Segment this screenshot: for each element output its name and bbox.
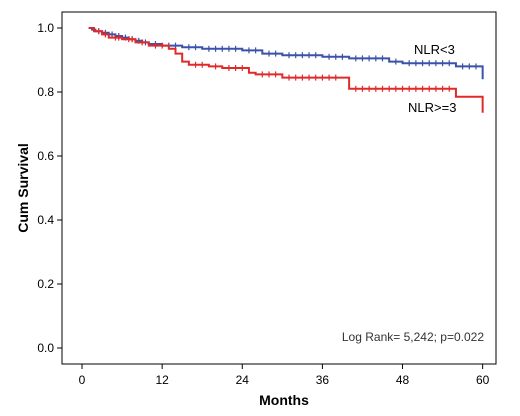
plot-area bbox=[61, 11, 497, 365]
y-axis: 0.0 0.2 0.4 0.6 0.8 1.0 bbox=[37, 21, 62, 355]
y-axis-title: Cum Survival bbox=[15, 143, 31, 232]
x-axis-title: Months bbox=[259, 392, 309, 408]
y-tick-label: 1.0 bbox=[37, 21, 54, 35]
series-label-nlr-high: NLR>=3 bbox=[408, 100, 456, 115]
x-tick-label: 24 bbox=[236, 373, 250, 387]
x-tick-label: 36 bbox=[316, 373, 330, 387]
x-axis: 0 12 24 36 48 60 bbox=[79, 364, 490, 387]
x-tick-label: 60 bbox=[476, 373, 490, 387]
survival-curve-nlr-high bbox=[88, 27, 484, 113]
x-tick-label: 12 bbox=[155, 373, 169, 387]
series-layer bbox=[88, 27, 484, 113]
y-tick-label: 0.0 bbox=[37, 341, 54, 355]
y-tick-label: 0.4 bbox=[37, 213, 54, 227]
x-tick-label: 48 bbox=[396, 373, 410, 387]
y-tick-label: 0.2 bbox=[37, 277, 54, 291]
y-tick-label: 0.6 bbox=[37, 149, 54, 163]
x-tick-label: 0 bbox=[79, 373, 86, 387]
log-rank-annotation: Log Rank= 5,242; p=0.022 bbox=[342, 330, 484, 344]
y-tick-label: 0.8 bbox=[37, 85, 54, 99]
series-label-nlr-low: NLR<3 bbox=[414, 42, 455, 57]
